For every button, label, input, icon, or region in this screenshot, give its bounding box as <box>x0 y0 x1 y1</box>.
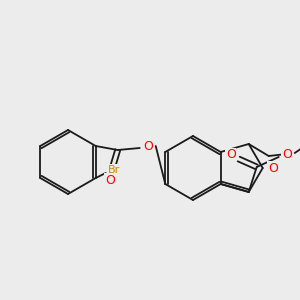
Text: O: O <box>105 173 115 187</box>
Text: O: O <box>226 148 236 161</box>
Text: O: O <box>143 140 153 152</box>
Text: Br: Br <box>108 165 120 175</box>
Text: O: O <box>282 148 292 161</box>
Text: O: O <box>268 161 278 175</box>
